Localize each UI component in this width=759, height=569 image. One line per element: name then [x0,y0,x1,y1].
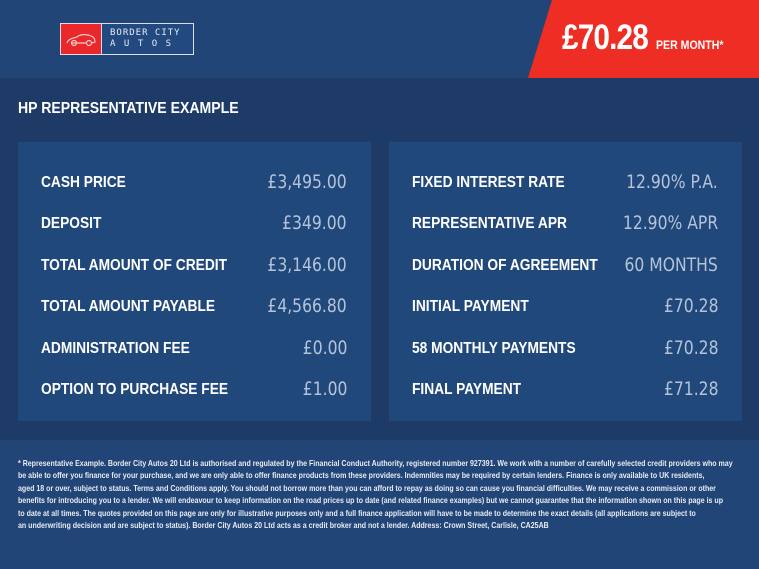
brand-line1: BORDER CITY [110,28,181,38]
row-value: £70.28 [663,337,718,359]
finance-row: ADMINISTRATION FEE £0.00 [41,337,347,361]
row-value: £0.00 [302,337,347,359]
finance-row: DURATION OF AGREEMENT 60 MONTHS [412,254,718,278]
row-value: £4,566.80 [267,295,347,317]
row-label: ADMINISTRATION FEE [41,340,190,357]
row-label: CASH PRICE [41,174,126,191]
finance-row: TOTAL AMOUNT PAYABLE £4,566.80 [41,295,347,319]
row-value: £71.28 [663,378,718,400]
disclaimer-line: benefits for introducing you to a lender… [18,495,724,506]
finance-row: FIXED INTEREST RATE 12.90% P.A. [412,171,718,195]
row-label: TOTAL AMOUNT PAYABLE [41,298,216,315]
car-icon [61,24,101,54]
disclaimer-line: * Representative Example. Border City Au… [18,458,733,468]
row-value: 12.90% P.A. [626,171,718,193]
row-label: OPTION TO PURCHASE FEE [41,381,229,398]
disclaimer-line: aged 18 or over, subject to status. Term… [18,482,716,493]
brand-logo[interactable]: BORDER CITY AUTOS [60,23,194,55]
row-value: £70.28 [663,295,718,317]
disclaimer-line: be able to offer you finance for your pu… [18,470,705,481]
row-label: DEPOSIT [41,215,102,232]
row-label: DURATION OF AGREEMENT [412,257,598,274]
brand-line2: AUTOS [110,39,180,49]
row-label: 58 MONTHLY PAYMENTS [412,340,576,357]
row-value: £349.00 [282,212,347,234]
row-value: 60 MONTHS [624,254,718,276]
row-value: £3,146.00 [267,254,347,276]
monthly-price-banner: £70.28 PER MONTH* [528,0,759,78]
finance-row: TOTAL AMOUNT OF CREDIT £3,146.00 [41,254,347,278]
finance-row: INITIAL PAYMENT £70.28 [412,295,718,319]
section-title: HP REPRESENTATIVE EXAMPLE [18,100,239,117]
row-label: INITIAL PAYMENT [412,298,529,315]
row-label: REPRESENTATIVE APR [412,215,567,232]
finance-panel-left: CASH PRICE £3,495.00 DEPOSIT £349.00 TOTAL… [18,142,371,421]
header: BORDER CITY AUTOS £70.28 PER MONTH* [0,0,759,78]
disclaimer-line: an underwriting decision and are subject… [18,520,549,531]
row-value: 12.90% APR [622,212,718,234]
per-month-label: PER MONTH* [656,38,724,52]
finance-row: REPRESENTATIVE APR 12.90% APR [412,212,718,236]
finance-row: OPTION TO PURCHASE FEE £1.00 [41,378,347,402]
disclaimer-footer: * Representative Example. Border City Au… [0,440,759,569]
row-value: £3,495.00 [267,171,347,193]
finance-row: FINAL PAYMENT £71.28 [412,378,718,402]
finance-row: CASH PRICE £3,495.00 [41,171,347,195]
row-label: FINAL PAYMENT [412,381,522,398]
finance-panel-right: FIXED INTEREST RATE 12.90% P.A. REPRESENT… [389,142,742,421]
finance-row: DEPOSIT £349.00 [41,212,347,236]
row-value: £1.00 [302,378,347,400]
row-label: TOTAL AMOUNT OF CREDIT [41,257,228,274]
monthly-price: £70.28 [562,18,649,57]
row-label: FIXED INTEREST RATE [412,174,565,191]
disclaimer-text: * Representative Example. Border City Au… [18,457,759,531]
finance-row: 58 MONTHLY PAYMENTS £70.28 [412,337,718,361]
disclaimer-line: to date at all times. The quotes provide… [18,507,696,518]
